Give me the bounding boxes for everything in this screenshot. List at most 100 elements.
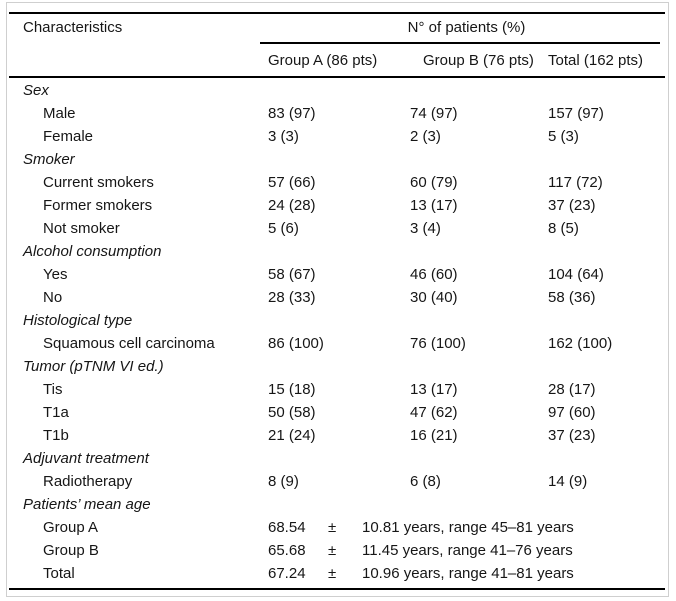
cell-group-b: 6 (8) <box>410 473 441 490</box>
cell-group-b: 13 (17) <box>410 381 458 398</box>
row-item-label: Current smokers <box>43 174 154 191</box>
table-row-category: Patients’ mean age <box>9 493 665 516</box>
table-row-category: Smoker <box>9 148 665 171</box>
row-item-label: Female <box>43 128 94 145</box>
column-header-group-b: Group B (76 pts) <box>423 51 534 69</box>
cell-group-b: 2 (3) <box>410 128 441 145</box>
cell-total: 28 (17) <box>548 381 596 398</box>
cell-group-a: 50 (58) <box>268 404 316 421</box>
cell-total: 37 (23) <box>548 427 596 444</box>
table-row: Female 3 (3) 2 (3) 5 (3) <box>9 125 665 148</box>
row-item-label: Radiotherapy <box>43 473 133 490</box>
table-row: Male 83 (97) 74 (97) 157 (97) <box>9 102 665 125</box>
table-row-category: Alcohol consumption <box>9 240 665 263</box>
table-body: Sex Male 83 (97) 74 (97) 157 (97) Female… <box>9 79 665 585</box>
row-item-label: Not smoker <box>43 220 120 237</box>
plus-minus-sign: ± <box>328 542 337 559</box>
column-header-characteristics: Characteristics <box>23 18 123 36</box>
cell-group-a: 86 (100) <box>268 335 324 352</box>
row-item-label: Yes <box>43 266 68 283</box>
row-item-label: No <box>43 289 63 306</box>
table-row: No 28 (33) 30 (40) 58 (36) <box>9 286 665 309</box>
top-rule <box>9 12 665 14</box>
spanner-rule <box>260 42 660 44</box>
cell-group-a: 21 (24) <box>268 427 316 444</box>
plus-minus-sign: ± <box>328 519 337 536</box>
age-range-text: 10.81 years, range 45–81 years <box>362 519 574 536</box>
age-value: 68.54 <box>268 519 306 536</box>
cell-group-a: 15 (18) <box>268 381 316 398</box>
table-row: Radiotherapy 8 (9) 6 (8) 14 (9) <box>9 470 665 493</box>
age-value: 67.24 <box>268 565 306 582</box>
cell-total: 37 (23) <box>548 197 596 214</box>
row-item-label: Group B <box>43 542 99 559</box>
row-category-label: Alcohol consumption <box>23 243 162 260</box>
column-spanner-n-of-patients: N° of patients (%) <box>407 18 526 36</box>
cell-group-a: 5 (6) <box>268 220 299 237</box>
table-row: T1a 50 (58) 47 (62) 97 (60) <box>9 401 665 424</box>
age-range-text: 11.45 years, range 41–76 years <box>362 542 573 559</box>
row-item-label: Group A <box>43 519 99 536</box>
row-item-label: T1b <box>43 427 69 444</box>
figure-frame <box>6 2 669 597</box>
cell-group-b: 16 (21) <box>410 427 458 444</box>
cell-total: 104 (64) <box>548 266 604 283</box>
table-row-mean-age: Group A 68.54 ± 10.81 years, range 45–81… <box>9 516 665 539</box>
table-row-category: Sex <box>9 79 665 102</box>
row-item-label: Former smokers <box>43 197 153 214</box>
table-row: Tis 15 (18) 13 (17) 28 (17) <box>9 378 665 401</box>
row-item-label: Squamous cell carcinoma <box>43 335 215 352</box>
cell-group-a: 57 (66) <box>268 174 316 191</box>
row-item-label: Tis <box>43 381 63 398</box>
cell-group-a: 24 (28) <box>268 197 316 214</box>
row-category-label: Histological type <box>23 312 133 329</box>
cell-group-b: 3 (4) <box>410 220 441 237</box>
row-item-label: Male <box>43 105 76 122</box>
row-category-label: Sex <box>23 82 49 99</box>
row-item-label: Total <box>43 565 75 582</box>
row-category-label: Adjuvant treatment <box>23 450 149 467</box>
cell-total: 162 (100) <box>548 335 613 352</box>
table-row: Not smoker 5 (6) 3 (4) 8 (5) <box>9 217 665 240</box>
cell-group-a: 3 (3) <box>268 128 299 145</box>
age-range-text: 10.96 years, range 41–81 years <box>362 565 574 582</box>
table-header-row-1: Characteristics N° of patients (%) <box>9 13 665 41</box>
cell-group-b: 47 (62) <box>410 404 458 421</box>
table-header-row-2: Group A (86 pts) Group B (76 pts) Total … <box>9 46 665 74</box>
cell-group-a: 8 (9) <box>268 473 299 490</box>
column-header-group-a: Group A (86 pts) <box>268 51 378 69</box>
table-row-category: Adjuvant treatment <box>9 447 665 470</box>
header-rule <box>9 76 665 78</box>
row-item-label: T1a <box>43 404 69 421</box>
table-row-category: Tumor (pTNM VI ed.) <box>9 355 665 378</box>
cell-group-a: 58 (67) <box>268 266 316 283</box>
table-row: Yes 58 (67) 46 (60) 104 (64) <box>9 263 665 286</box>
cell-group-a: 28 (33) <box>268 289 316 306</box>
table-row: Squamous cell carcinoma 86 (100) 76 (100… <box>9 332 665 355</box>
cell-total: 117 (72) <box>548 174 603 191</box>
cell-group-b: 76 (100) <box>410 335 466 352</box>
cell-group-b: 13 (17) <box>410 197 458 214</box>
cell-total: 14 (9) <box>548 473 588 490</box>
row-category-label: Patients’ mean age <box>23 496 151 513</box>
cell-group-b: 46 (60) <box>410 266 458 283</box>
table-row: Current smokers 57 (66) 60 (79) 117 (72) <box>9 171 665 194</box>
table-row-mean-age: Group B 65.68 ± 11.45 years, range 41–76… <box>9 539 665 562</box>
cell-group-b: 74 (97) <box>410 105 458 122</box>
bottom-rule <box>9 588 665 590</box>
table-row-category: Histological type <box>9 309 665 332</box>
cell-total: 97 (60) <box>548 404 596 421</box>
age-value: 65.68 <box>268 542 306 559</box>
row-category-label: Smoker <box>23 151 75 168</box>
cell-group-a: 83 (97) <box>268 105 316 122</box>
cell-group-b: 60 (79) <box>410 174 458 191</box>
cell-total: 5 (3) <box>548 128 579 145</box>
cell-total: 58 (36) <box>548 289 596 306</box>
table-row-mean-age: Total 67.24 ± 10.96 years, range 41–81 y… <box>9 562 665 585</box>
column-header-total: Total (162 pts) <box>548 51 644 69</box>
row-category-label: Tumor (pTNM VI ed.) <box>23 358 164 375</box>
cell-total: 157 (97) <box>548 105 604 122</box>
plus-minus-sign: ± <box>328 565 337 582</box>
table-row: Former smokers 24 (28) 13 (17) 37 (23) <box>9 194 665 217</box>
